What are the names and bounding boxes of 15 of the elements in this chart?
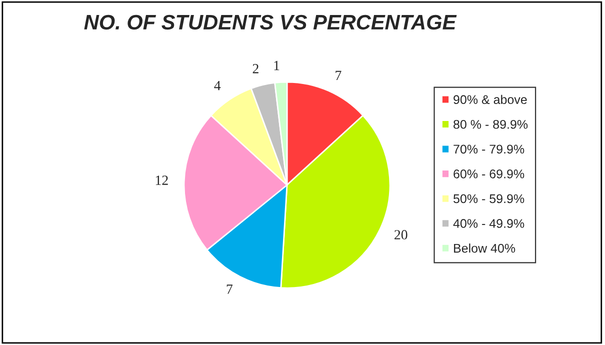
legend-label: 80 % - 89.9%: [454, 120, 528, 129]
data-label: 7: [336, 70, 342, 80]
legend-label: 70% - 79.9%: [454, 144, 524, 154]
data-label: 7: [226, 284, 233, 294]
data-label: 4: [214, 80, 221, 90]
data-label: 12: [156, 176, 168, 185]
data-label: 1: [274, 60, 280, 70]
legend-label: 60% - 69.9%: [454, 170, 524, 178]
chart-title: NO. OF STUDENTS VS PERCENTAGE: [84, 14, 457, 30]
legend-label: 40% - 49.9%: [453, 219, 524, 228]
legend-label: 90% & above: [454, 94, 527, 104]
legend-label: 50% - 59.9%: [454, 194, 524, 204]
data-label: 2: [252, 64, 258, 74]
legend-label: Below 40%: [454, 244, 516, 253]
data-label: 20: [394, 230, 408, 240]
